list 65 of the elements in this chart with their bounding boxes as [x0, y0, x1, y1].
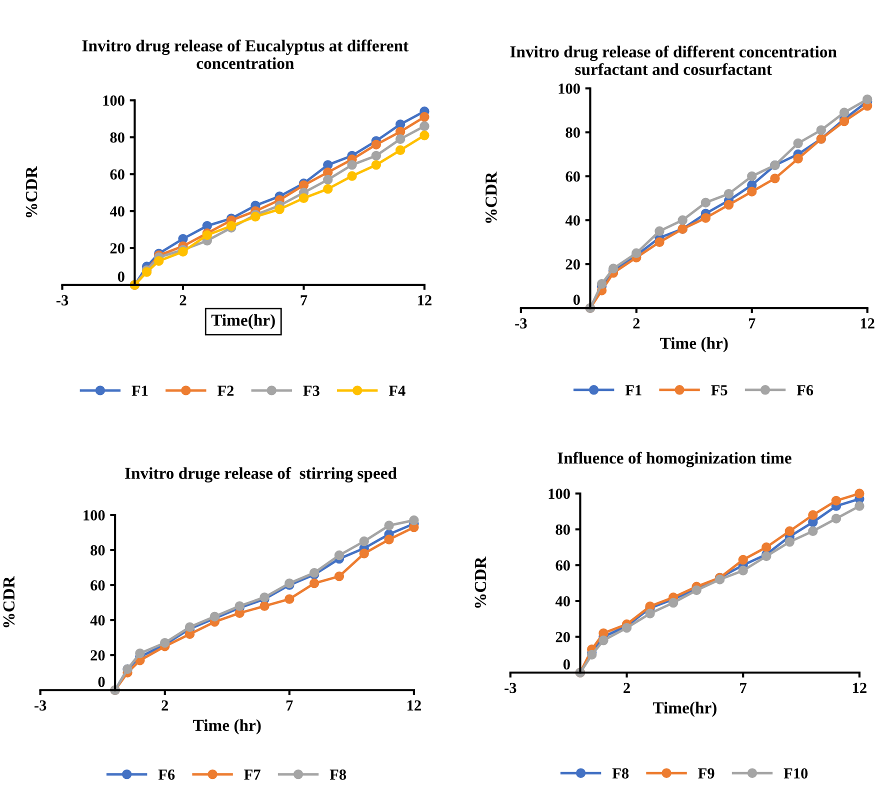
chart-title: Invitro druge release of stirring speed: [125, 467, 397, 482]
y-tick-label: 100: [548, 488, 570, 499]
y-tick-label: 0: [118, 272, 124, 282]
y-tick-label: 40: [110, 206, 124, 217]
x-tick-label: 12: [418, 295, 432, 306]
x-tick-label: 2: [162, 700, 168, 710]
legend-label: F9: [698, 768, 714, 779]
chart-title: Invitro drug release of Eucalyptus at different concentration: [82, 40, 409, 70]
y-tick-label: 40: [565, 215, 580, 226]
chart-title: Influence of homoginization time: [558, 452, 792, 468]
legend-label: F3: [303, 386, 320, 396]
y-tick-label: 80: [556, 524, 570, 535]
x-tick-label: 7: [740, 682, 747, 693]
chart-title: Invitro drug release of different concentration surfactant and cosurfactant: [510, 46, 837, 76]
x-tick-label: -3: [34, 700, 46, 711]
x-tick-label: 12: [408, 700, 421, 710]
y-tick-label: 20: [90, 650, 105, 661]
y-tick-label: 80: [566, 127, 580, 138]
y-tick-label: 0: [573, 294, 580, 305]
legend-label: F4: [388, 386, 406, 396]
y-tick-label: 60: [110, 169, 124, 180]
y-tick-label: 60: [556, 560, 570, 571]
y-tick-label: 40: [555, 596, 570, 606]
y-tick-label: 80: [90, 545, 105, 556]
x-axis-title: Time(hr): [211, 314, 275, 330]
y-tick-label: 100: [84, 510, 105, 520]
y-tick-label: 100: [558, 83, 580, 94]
x-tick-label: 7: [286, 700, 293, 710]
legend-label: F6: [796, 385, 814, 396]
y-tick-label: 60: [90, 580, 105, 591]
y-tick-label: 80: [110, 132, 124, 143]
y-tick-label: 20: [556, 632, 570, 642]
y-tick-label: 100: [103, 95, 124, 106]
legend-label: F1: [132, 386, 148, 396]
x-tick-label: -3: [504, 682, 516, 694]
y-tick-label: 20: [566, 259, 580, 270]
x-tick-label: 7: [748, 318, 756, 328]
x-tick-label: 2: [633, 318, 640, 328]
x-tick-label: 12: [860, 318, 874, 328]
y-tick-label: 40: [90, 615, 105, 626]
legend-label: F5: [711, 385, 728, 396]
y-axis-title: %CDR: [3, 576, 15, 628]
x-tick-label: 7: [300, 295, 308, 306]
y-axis-title: %CDR: [26, 166, 38, 218]
legend-label: F8: [330, 770, 346, 780]
x-axis-title: Time(hr): [652, 702, 716, 717]
x-tick-label: 12: [853, 682, 866, 693]
legend-label: F2: [217, 386, 234, 396]
legend-label: F10: [784, 768, 808, 779]
legend-label: F7: [244, 770, 260, 780]
y-tick-label: 0: [98, 676, 105, 688]
y-axis-title: %CDR: [486, 172, 497, 223]
x-tick-label: 2: [180, 295, 186, 306]
legend-label: F8: [612, 768, 629, 779]
y-tick-label: 60: [566, 171, 580, 182]
legend-label: F1: [625, 385, 642, 396]
x-tick-label: -3: [515, 318, 527, 329]
x-axis-title: Time (hr): [193, 719, 261, 734]
y-tick-label: 20: [110, 243, 124, 254]
y-axis-title: %CDR: [474, 556, 486, 608]
x-tick-label: 2: [624, 682, 630, 693]
x-tick-label: -3: [56, 295, 68, 306]
y-tick-label: 0: [563, 659, 570, 670]
legend-label: F6: [158, 770, 175, 780]
x-axis-title: Time (hr): [660, 337, 728, 352]
